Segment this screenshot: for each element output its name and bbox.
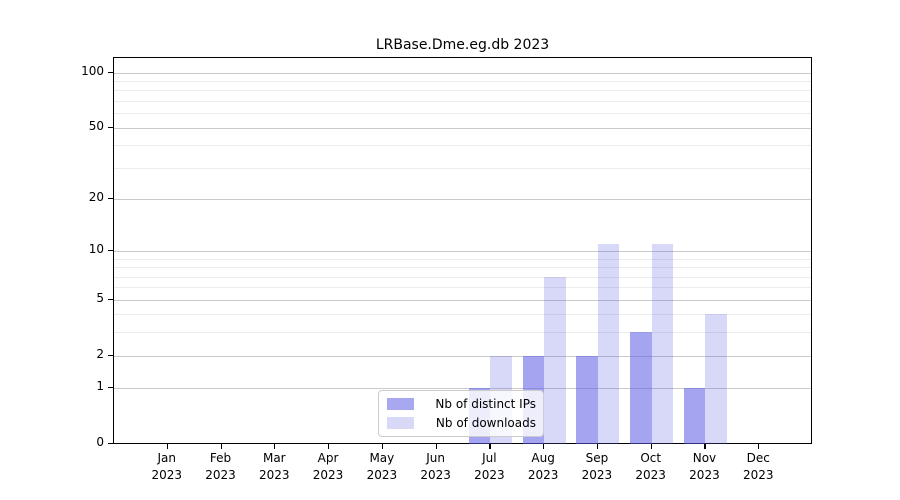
- x-tick: [274, 444, 276, 449]
- legend-label-downloads: Nb of downloads: [435, 416, 536, 430]
- chart-title: LRBase.Dme.eg.db 2023: [375, 37, 550, 53]
- x-tick: [489, 444, 491, 449]
- x-tick: [650, 444, 652, 449]
- bar-distinct-ips: [630, 332, 652, 444]
- x-tick-label: Jul 2023: [474, 451, 505, 482]
- x-tick-label: Aug 2023: [527, 451, 559, 482]
- minor-gridline: [114, 100, 811, 102]
- x-tick: [220, 444, 222, 449]
- bar-downloads: [651, 243, 674, 444]
- legend-swatch-distinct-ips: [387, 398, 414, 410]
- y-tick-label: 20: [88, 189, 104, 204]
- x-tick-label: Dec 2023: [742, 451, 774, 482]
- legend: Nb of distinct IPs Nb of downloads: [378, 390, 544, 437]
- plot-area: Nb of distinct IPs Nb of downloads: [113, 57, 812, 444]
- y-tick-label: 100: [81, 63, 104, 78]
- y-tick: [108, 298, 113, 300]
- major-gridline: [114, 198, 811, 200]
- y-tick-label: 0: [96, 435, 104, 449]
- y-tick-label: 10: [88, 242, 104, 256]
- minor-gridline: [114, 113, 811, 115]
- y-tick-label: 50: [88, 118, 104, 133]
- minor-gridline: [114, 267, 811, 269]
- x-tick: [381, 444, 384, 449]
- x-tick: [543, 444, 545, 449]
- x-tick-label: Sep 2023: [581, 451, 613, 482]
- bar-distinct-ips: [576, 355, 598, 444]
- x-tick-label: Oct 2023: [635, 451, 666, 482]
- minor-gridline: [114, 167, 811, 169]
- x-tick: [328, 444, 330, 449]
- bar-downloads: [544, 276, 566, 444]
- minor-gridline: [114, 258, 811, 260]
- major-gridline: [114, 388, 811, 390]
- minor-gridline: [114, 314, 811, 316]
- major-gridline: [114, 72, 811, 74]
- bar-distinct-ips: [683, 388, 706, 444]
- minor-gridline: [114, 276, 811, 278]
- major-gridline: [114, 251, 811, 252]
- minor-gridline: [114, 80, 811, 82]
- major-gridline: [114, 299, 811, 301]
- x-tick-label: Mar 2023: [259, 451, 290, 482]
- x-tick: [166, 444, 168, 449]
- x-tick-label: Nov 2023: [689, 451, 720, 482]
- x-tick-label: Apr 2023: [312, 451, 344, 482]
- y-tick: [108, 443, 113, 445]
- x-tick-label: May 2023: [366, 451, 398, 482]
- x-tick-label: Jan 2023: [151, 451, 183, 482]
- y-tick: [108, 71, 113, 73]
- bar-downloads: [597, 243, 620, 444]
- legend-item-downloads: Nb of downloads: [387, 415, 536, 431]
- major-gridline: [114, 127, 811, 129]
- major-gridline: [114, 355, 811, 357]
- minor-gridline: [114, 90, 811, 92]
- y-tick-label: 1: [96, 379, 104, 394]
- y-tick: [108, 197, 113, 200]
- x-tick-label: Jun 2023: [420, 451, 451, 482]
- y-tick-label: 2: [96, 346, 104, 361]
- x-tick: [435, 444, 437, 449]
- y-tick: [108, 387, 113, 389]
- legend-swatch-downloads: [387, 417, 414, 429]
- y-tick: [108, 354, 113, 356]
- x-tick-label: Feb 2023: [205, 451, 236, 482]
- x-tick: [704, 444, 706, 449]
- legend-item-distinct-ips: Nb of distinct IPs: [387, 396, 536, 412]
- minor-gridline: [114, 332, 811, 334]
- y-tick: [108, 250, 113, 252]
- x-tick: [596, 444, 599, 449]
- bar-downloads: [705, 314, 727, 444]
- minor-gridline: [114, 287, 811, 289]
- y-tick-label: 5: [96, 290, 104, 305]
- minor-gridline: [114, 145, 811, 147]
- x-tick: [758, 444, 760, 449]
- y-tick: [108, 126, 113, 128]
- legend-label-distinct-ips: Nb of distinct IPs: [435, 397, 536, 411]
